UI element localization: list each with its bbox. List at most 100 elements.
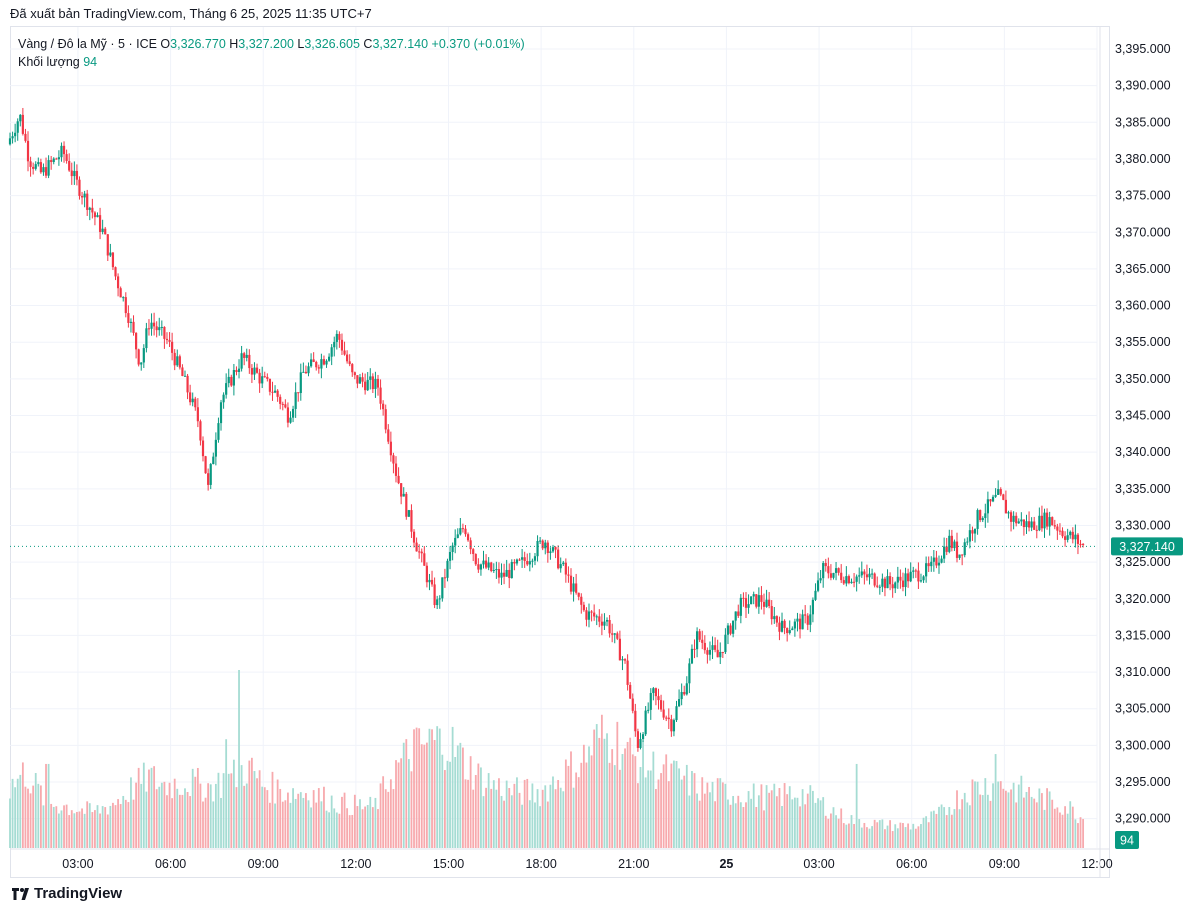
- candle-body: [44, 167, 48, 176]
- volume-bar: [1069, 801, 1072, 848]
- candle-body: [433, 584, 436, 606]
- candle-body: [26, 140, 30, 162]
- candle-body: [109, 252, 112, 256]
- volume-bar: [122, 795, 125, 848]
- volume-bar: [765, 785, 768, 848]
- volume-bar: [521, 804, 524, 848]
- candle-body: [521, 557, 524, 560]
- volume-bar: [508, 788, 511, 848]
- candle-body: [461, 528, 465, 530]
- volume-bar: [557, 780, 560, 848]
- tradingview-logo[interactable]: TradingView: [12, 885, 122, 902]
- volume-bar: [364, 806, 367, 848]
- volume-bar: [207, 783, 210, 848]
- volume-bar: [945, 815, 948, 848]
- volume-bar: [691, 770, 693, 848]
- volume-bar: [477, 763, 480, 848]
- volume-bar: [86, 801, 89, 848]
- volume-bar: [665, 754, 668, 848]
- volume-bar: [320, 801, 323, 848]
- y-tick-label: 3,385.000: [1115, 115, 1171, 129]
- legend-volume-label[interactable]: Khối lượng: [18, 55, 80, 69]
- candle-body: [904, 573, 907, 588]
- candle-body: [96, 215, 99, 218]
- volume-bar: [68, 815, 71, 848]
- volume-bar: [714, 801, 717, 848]
- candle-body: [896, 576, 899, 583]
- candle-body: [569, 575, 573, 592]
- volume-bar: [598, 737, 601, 848]
- candle-body: [438, 598, 441, 600]
- volume-bar: [258, 770, 261, 848]
- volume-bar: [284, 800, 287, 848]
- candle-body: [1038, 515, 1041, 531]
- candle-body: [757, 595, 760, 607]
- volume-bar: [60, 810, 63, 848]
- volume-bar: [747, 791, 750, 848]
- candle-body: [585, 610, 588, 620]
- volume-bar: [786, 794, 789, 848]
- volume-bar: [781, 805, 783, 848]
- candle-body: [683, 691, 686, 695]
- candle-body: [268, 378, 272, 392]
- volume-bar: [492, 780, 495, 848]
- volume-bar: [449, 761, 451, 848]
- candle-body: [21, 114, 24, 134]
- candle-body: [508, 569, 511, 579]
- candle-body: [430, 579, 434, 585]
- candle-body: [518, 559, 521, 561]
- candle-body: [356, 375, 359, 384]
- volume-bar: [438, 728, 441, 848]
- volume-bar: [667, 781, 670, 848]
- volume-bar: [78, 811, 81, 848]
- volume-bar: [745, 802, 747, 848]
- volume-bar: [361, 809, 364, 848]
- volume-bar: [976, 781, 979, 848]
- volume-bar: [613, 765, 616, 848]
- volume-bar: [9, 798, 11, 848]
- candle-body: [351, 364, 354, 373]
- candle-body: [1009, 512, 1013, 522]
- volume-bar: [119, 804, 122, 848]
- candle-body: [446, 560, 449, 578]
- candle-body: [647, 709, 650, 711]
- candle-body: [487, 562, 490, 568]
- volume-bar: [734, 803, 737, 848]
- candle-body: [134, 332, 138, 350]
- volume-bar: [518, 792, 521, 848]
- candle-body: [858, 575, 861, 577]
- candle-body: [662, 709, 665, 718]
- candle-body: [870, 573, 874, 575]
- x-tick-label: 12:00: [340, 857, 371, 871]
- candle-body: [765, 599, 768, 607]
- volume-bar: [292, 788, 294, 848]
- candle-body: [793, 621, 796, 629]
- last-volume-badge: [1115, 831, 1139, 849]
- candle-body: [912, 570, 915, 572]
- volume-bar: [160, 782, 163, 848]
- candle-body: [971, 530, 974, 534]
- volume-bar: [606, 733, 608, 848]
- candle-body: [1079, 543, 1082, 545]
- volume-bar: [639, 767, 642, 848]
- volume-bar: [860, 827, 863, 848]
- legend-symbol[interactable]: Vàng / Đô la Mỹ · 5 · ICE: [18, 37, 157, 51]
- candle-body: [8, 138, 12, 145]
- candle-body: [101, 228, 104, 232]
- y-tick-label: 3,360.000: [1115, 299, 1171, 313]
- candle-body: [623, 659, 627, 661]
- candle-body: [47, 160, 50, 176]
- volume-bar: [948, 807, 951, 848]
- candle-body: [937, 562, 941, 566]
- candle-body: [608, 620, 611, 634]
- volume-bar: [436, 726, 439, 848]
- volume-bar: [791, 799, 794, 848]
- volume-bar: [621, 754, 624, 848]
- volume-bar: [209, 784, 212, 848]
- candle-body: [865, 574, 869, 578]
- last-price-label: 3,327.140: [1119, 540, 1175, 554]
- candle-body: [1082, 543, 1085, 545]
- volume-bar: [1048, 791, 1051, 848]
- candle-body: [981, 518, 984, 521]
